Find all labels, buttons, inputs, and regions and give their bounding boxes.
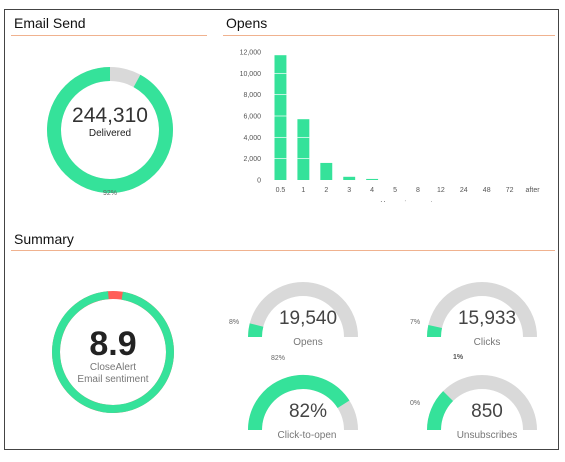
- delivered-donut: [47, 67, 173, 193]
- sentiment-line2: Email sentiment: [77, 374, 149, 385]
- sentiment-ring-good: [52, 291, 174, 413]
- gauge-click-to-open: [248, 375, 358, 431]
- bar-0.5: [274, 55, 287, 181]
- x-tick-label: 24: [460, 187, 468, 194]
- x-tick-label: 48: [483, 187, 491, 194]
- gauge-opens: [248, 282, 358, 338]
- x-tick-label: 8: [416, 187, 420, 194]
- gauge-unsub-pct: 0%: [410, 400, 421, 407]
- gauge-unsub-pct2: 1%: [453, 354, 464, 361]
- gauge-opens-fill: [248, 323, 264, 338]
- y-tick-label: 8,000: [243, 92, 261, 99]
- y-tick-label: 12,000: [240, 50, 262, 57]
- gauge-unsub-value: 850: [471, 401, 503, 422]
- gauge-cto-fill: [248, 375, 350, 431]
- bar-1: [297, 119, 310, 180]
- x-tick-label: 2: [324, 187, 328, 194]
- y-tick-label: 6,000: [243, 114, 261, 121]
- x-tick-label: 1: [301, 187, 305, 194]
- delivered-value: 244,310: [72, 104, 148, 127]
- x-tick-label: 0.5: [276, 187, 286, 194]
- y-tick-label: 4,000: [243, 135, 261, 142]
- email-send-rule: [11, 35, 207, 36]
- delivered-arc: [47, 67, 173, 193]
- x-tick-label: 3: [347, 187, 351, 194]
- dashboard-frame: Email Send 244,310 Delivered 92% Opens 1…: [4, 9, 559, 450]
- x-axis-label: Hours since sent: [380, 201, 432, 202]
- bar-3: [343, 176, 356, 180]
- summary-rule: [11, 250, 555, 251]
- gauge-opens-pct: 8%: [229, 319, 240, 326]
- delivered-percent: 92%: [102, 190, 117, 197]
- x-tick-label: after: [526, 187, 541, 194]
- email-send-title: Email Send: [14, 15, 86, 31]
- gauge-clicks-fill: [427, 325, 443, 338]
- gauge-opens-track: [248, 282, 358, 338]
- gauge-cto-value: 82%: [288, 401, 328, 422]
- gauge-unsub-fill: [427, 391, 454, 431]
- x-tick-label: 12: [437, 187, 445, 194]
- x-tick-label: 5: [393, 187, 397, 194]
- gauge-cto-pct: 82%: [271, 355, 286, 362]
- summary-title: Summary: [14, 231, 74, 247]
- opens-title: Opens: [226, 15, 268, 31]
- gauge-clicks-label: Clicks: [473, 337, 501, 348]
- gauge-clicks-track: [427, 282, 537, 338]
- gauge-unsubscribes: [427, 375, 537, 431]
- gauge-unsub-label: Unsubscribes: [456, 430, 518, 441]
- sentiment-line1: CloseAlert: [89, 362, 137, 373]
- y-tick-label: 0: [257, 178, 261, 185]
- sentiment-value: 8.9: [89, 325, 137, 363]
- gauge-cto-label: Click-to-open: [277, 430, 337, 441]
- gauge-clicks-value: 15,933: [457, 308, 517, 329]
- gauge-opens-label: Opens: [293, 337, 323, 348]
- y-tick-label: 10,000: [240, 71, 262, 78]
- sentiment-ring: [52, 291, 174, 413]
- delivered-label: Delivered: [88, 128, 132, 139]
- x-tick-label: 72: [506, 187, 514, 194]
- bar-4: [366, 178, 379, 180]
- gauge-clicks: [427, 282, 537, 338]
- opens-rule: [223, 35, 555, 36]
- gauge-opens-value: 19,540: [278, 308, 338, 329]
- gauge-clicks-pct: 7%: [410, 319, 421, 326]
- bar-2: [320, 162, 333, 180]
- x-tick-label: 4: [370, 187, 374, 194]
- y-tick-label: 2,000: [243, 156, 261, 163]
